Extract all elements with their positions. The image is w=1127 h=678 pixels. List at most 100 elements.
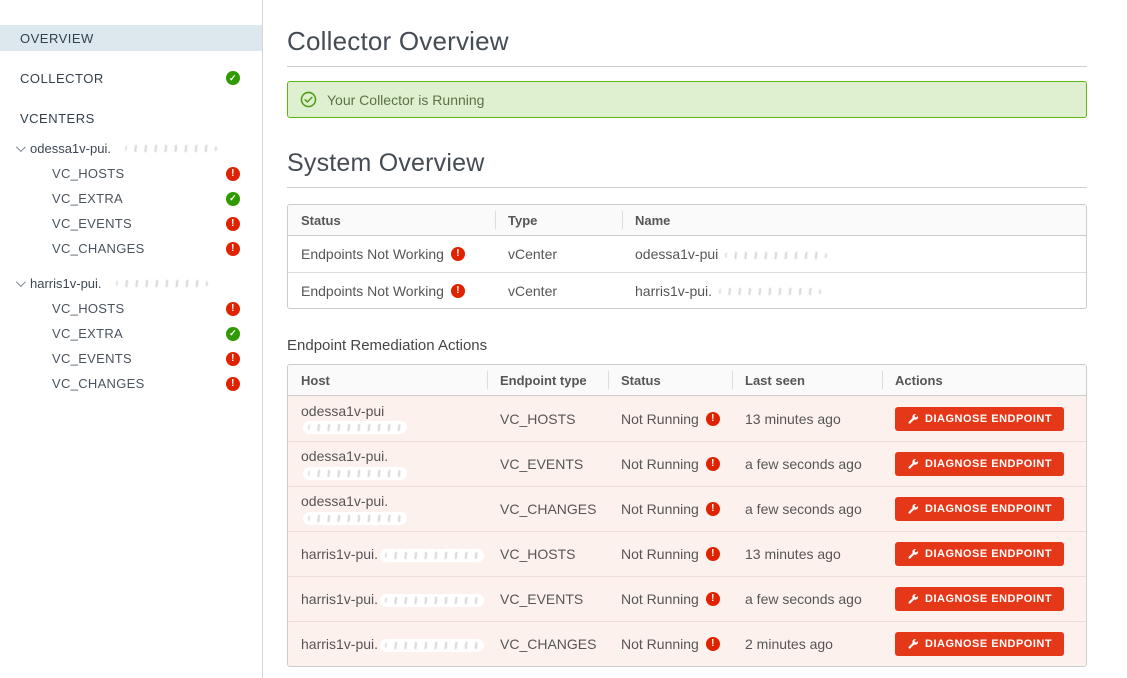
column-header-status: Status — [608, 365, 732, 396]
wrench-icon — [907, 503, 919, 515]
error-icon: ! — [706, 592, 720, 606]
success-outline-icon — [300, 91, 317, 108]
sidebar-item-vc-hosts[interactable]: VC_HOSTS ! — [0, 296, 262, 321]
host-name: harris1v-pui. — [301, 591, 378, 607]
section-title-remediation: Endpoint Remediation Actions — [287, 337, 1087, 354]
redacted-text — [380, 594, 484, 607]
table-row: harris1v-pui. VC_HOSTS Not Running! 13 m… — [288, 531, 1086, 576]
sidebar-vcenter-odessa[interactable]: odessa1v-pui. — [0, 135, 262, 161]
vcenter-group: harris1v-pui. VC_HOSTS ! VC_EXTRA ✓ VC_E… — [0, 270, 262, 396]
chevron-down-icon[interactable] — [16, 142, 26, 152]
redacted-text — [303, 467, 407, 480]
error-icon: ! — [706, 412, 720, 426]
system-overview-table: Status Type Name Endpoints Not Working! … — [287, 204, 1087, 309]
host-name: harris1v-pui. — [301, 546, 378, 562]
error-icon: ! — [226, 217, 240, 231]
sidebar-vcenter-harris[interactable]: harris1v-pui. — [0, 270, 262, 296]
status-text: Not Running — [621, 501, 699, 517]
success-icon: ✓ — [226, 192, 240, 206]
diagnose-endpoint-label: DIAGNOSE ENDPOINT — [925, 458, 1052, 470]
redacted-text — [303, 421, 407, 434]
endpoint-type-text: VC_HOSTS — [487, 396, 608, 441]
endpoint-label: VC_EXTRA — [52, 191, 123, 206]
remediation-table: Host Endpoint type Status Last seen Acti… — [287, 364, 1087, 667]
sidebar-item-vc-extra[interactable]: VC_EXTRA ✓ — [0, 186, 262, 211]
host-name: odessa1v-pui. — [301, 448, 388, 464]
endpoint-label: VC_HOSTS — [52, 301, 124, 316]
wrench-icon — [907, 458, 919, 470]
diagnose-endpoint-label: DIAGNOSE ENDPOINT — [925, 593, 1052, 605]
status-text: Not Running — [621, 456, 699, 472]
column-header-actions: Actions — [882, 365, 1086, 396]
endpoint-label: VC_EVENTS — [52, 216, 132, 231]
table-row: Endpoints Not Working! vCenter harris1v-… — [288, 272, 1086, 308]
sidebar-item-label: COLLECTOR — [20, 71, 104, 86]
endpoint-type-text: VC_CHANGES — [487, 621, 608, 666]
error-icon: ! — [706, 457, 720, 471]
column-header-host: Host — [288, 365, 487, 396]
error-icon: ! — [451, 284, 465, 298]
redacted-text — [720, 249, 832, 262]
sidebar-item-vcenters[interactable]: VCENTERS — [0, 105, 262, 131]
endpoint-label: VC_EVENTS — [52, 351, 132, 366]
host-name: odessa1v-pui — [301, 403, 384, 419]
sidebar-item-vc-extra[interactable]: VC_EXTRA ✓ — [0, 321, 262, 346]
endpoint-type-text: VC_CHANGES — [487, 486, 608, 531]
wrench-icon — [907, 548, 919, 560]
redacted-text — [120, 142, 222, 155]
error-icon: ! — [706, 547, 720, 561]
sidebar: OVERVIEW COLLECTOR ✓ VCENTERS odessa1v-p… — [0, 0, 263, 678]
sidebar-item-collector[interactable]: COLLECTOR ✓ — [0, 65, 262, 91]
table-row: Endpoints Not Working! vCenter odessa1v-… — [288, 236, 1086, 272]
table-row: harris1v-pui. VC_EVENTS Not Running! a f… — [288, 576, 1086, 621]
sidebar-item-overview[interactable]: OVERVIEW — [0, 25, 262, 51]
wrench-icon — [907, 638, 919, 650]
sidebar-item-vc-changes[interactable]: VC_CHANGES ! — [0, 371, 262, 396]
diagnose-endpoint-button[interactable]: DIAGNOSE ENDPOINT — [895, 452, 1064, 476]
vcenter-name: harris1v-pui. — [30, 276, 102, 291]
sidebar-item-label: OVERVIEW — [20, 31, 94, 46]
sidebar-item-vc-hosts[interactable]: VC_HOSTS ! — [0, 161, 262, 186]
table-row: odessa1v-pui. VC_EVENTS Not Running! a f… — [288, 441, 1086, 486]
status-text: Not Running — [621, 546, 699, 562]
sidebar-item-vc-events[interactable]: VC_EVENTS ! — [0, 346, 262, 371]
diagnose-endpoint-button[interactable]: DIAGNOSE ENDPOINT — [895, 587, 1064, 611]
endpoint-label: VC_CHANGES — [52, 376, 145, 391]
error-icon: ! — [226, 167, 240, 181]
redacted-text — [303, 512, 407, 525]
error-icon: ! — [226, 242, 240, 256]
redacted-text — [380, 639, 484, 652]
diagnose-endpoint-label: DIAGNOSE ENDPOINT — [925, 548, 1052, 560]
status-text: Not Running — [621, 411, 699, 427]
chevron-down-icon[interactable] — [16, 277, 26, 287]
diagnose-endpoint-button[interactable]: DIAGNOSE ENDPOINT — [895, 407, 1064, 431]
divider — [287, 66, 1087, 67]
main-content: Collector Overview Your Collector is Run… — [287, 0, 1087, 667]
status-text: Endpoints Not Working — [301, 283, 444, 299]
column-header-status: Status — [288, 205, 495, 236]
error-icon: ! — [226, 352, 240, 366]
last-seen-text: 13 minutes ago — [732, 531, 882, 576]
endpoint-type-text: VC_HOSTS — [487, 531, 608, 576]
wrench-icon — [907, 413, 919, 425]
endpoint-label: VC_EXTRA — [52, 326, 123, 341]
diagnose-endpoint-button[interactable]: DIAGNOSE ENDPOINT — [895, 632, 1064, 656]
endpoint-label: VC_HOSTS — [52, 166, 124, 181]
sidebar-item-vc-events[interactable]: VC_EVENTS ! — [0, 211, 262, 236]
diagnose-endpoint-button[interactable]: DIAGNOSE ENDPOINT — [895, 497, 1064, 521]
diagnose-endpoint-button[interactable]: DIAGNOSE ENDPOINT — [895, 542, 1064, 566]
host-name: harris1v-pui. — [301, 636, 378, 652]
diagnose-endpoint-label: DIAGNOSE ENDPOINT — [925, 413, 1052, 425]
type-text: vCenter — [495, 236, 622, 272]
wrench-icon — [907, 593, 919, 605]
type-text: vCenter — [495, 272, 622, 308]
last-seen-text: a few seconds ago — [732, 441, 882, 486]
alert-text: Your Collector is Running — [327, 92, 484, 108]
diagnose-endpoint-label: DIAGNOSE ENDPOINT — [925, 638, 1052, 650]
sidebar-item-vc-changes[interactable]: VC_CHANGES ! — [0, 236, 262, 261]
column-header-last-seen: Last seen — [732, 365, 882, 396]
endpoint-label: VC_CHANGES — [52, 241, 145, 256]
status-text: Endpoints Not Working — [301, 246, 444, 262]
vcenter-group: odessa1v-pui. VC_HOSTS ! VC_EXTRA ✓ VC_E… — [0, 135, 262, 261]
collector-running-alert: Your Collector is Running — [287, 81, 1087, 118]
